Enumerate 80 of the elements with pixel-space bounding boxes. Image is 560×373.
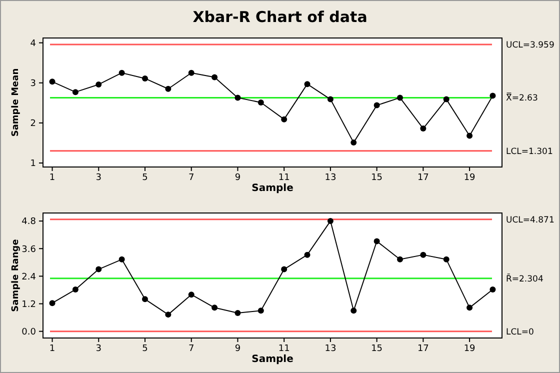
ref-line-label: LCL=0 — [506, 327, 534, 338]
point — [443, 96, 450, 102]
point — [443, 256, 450, 262]
point — [258, 100, 264, 106]
point — [397, 256, 403, 262]
x-tick-label: 5 — [142, 173, 148, 183]
point — [420, 126, 426, 132]
x-tick-label: 9 — [234, 173, 241, 183]
x-tick-label: 17 — [417, 344, 429, 354]
chart-title: Xbar-R Chart of data — [192, 8, 368, 26]
x-tick-label: 15 — [371, 173, 383, 183]
x-axis-title: Sample — [252, 183, 294, 194]
y-tick-label: 1.2 — [22, 300, 36, 310]
point — [490, 286, 496, 293]
y-tick-label: 1 — [30, 159, 36, 170]
x-tick-label: 11 — [278, 173, 290, 183]
point — [350, 308, 357, 314]
point — [420, 252, 426, 258]
ref-line-label: UCL=4.871 — [506, 215, 554, 226]
ref-line-label: R̄=2.304 — [506, 272, 544, 284]
point — [49, 78, 56, 85]
y-tick-label: 4.8 — [22, 217, 36, 228]
point — [188, 292, 194, 298]
point — [96, 266, 102, 272]
ref-line-label: X̿=2.63 — [506, 92, 538, 104]
point — [327, 218, 334, 224]
point — [304, 81, 310, 88]
point — [281, 266, 288, 272]
x-tick-label: 5 — [142, 344, 148, 354]
x-tick-label: 13 — [324, 344, 336, 354]
x-tick-label: 1 — [49, 344, 56, 354]
y-tick-label: 2.4 — [22, 272, 36, 282]
y-tick-label: 0.0 — [22, 327, 36, 338]
y-axis-title: Sample Mean — [11, 68, 21, 137]
point — [165, 312, 172, 318]
point — [165, 86, 172, 92]
ref-line-label: LCL=1.301 — [506, 146, 553, 157]
point — [327, 96, 334, 102]
x-tick-label: 9 — [234, 344, 241, 354]
x-tick-label: 13 — [324, 173, 336, 183]
point — [466, 304, 473, 311]
point — [142, 296, 148, 302]
point — [188, 70, 194, 76]
point — [234, 94, 241, 101]
x-tick-label: 19 — [464, 344, 476, 354]
y-axis-title: Sample Range — [11, 239, 21, 312]
ref-line-label: UCL=3.959 — [506, 40, 554, 50]
point — [212, 304, 218, 311]
point — [281, 116, 288, 122]
x-tick-label: 17 — [417, 173, 429, 183]
x-tick-label: 3 — [96, 344, 102, 354]
x-tick-label: 1 — [49, 173, 56, 183]
x-tick-label: 7 — [188, 344, 194, 354]
point — [258, 308, 264, 314]
point — [490, 92, 496, 99]
point — [118, 70, 125, 76]
point — [304, 252, 310, 258]
point — [49, 300, 56, 306]
point — [374, 102, 380, 108]
point — [72, 286, 78, 293]
x-tick-label: 3 — [96, 173, 102, 183]
point — [374, 238, 380, 244]
y-tick-label: 3.6 — [22, 244, 36, 255]
x-axis-title: Sample — [252, 354, 294, 365]
x-tick-label: 15 — [371, 344, 383, 354]
y-tick-label: 3 — [30, 79, 36, 90]
point — [72, 89, 78, 96]
point — [118, 256, 125, 262]
y-tick-label: 2 — [30, 119, 36, 130]
point — [234, 310, 241, 316]
x-tick-label: 19 — [464, 173, 476, 183]
x-tick-label: 11 — [278, 344, 290, 354]
y-tick-label: 4 — [30, 38, 36, 49]
point — [397, 94, 403, 101]
x-tick-label: 7 — [188, 173, 194, 183]
point — [142, 75, 148, 82]
point — [350, 140, 357, 146]
point — [212, 74, 218, 80]
point — [466, 132, 473, 139]
point — [96, 81, 102, 88]
